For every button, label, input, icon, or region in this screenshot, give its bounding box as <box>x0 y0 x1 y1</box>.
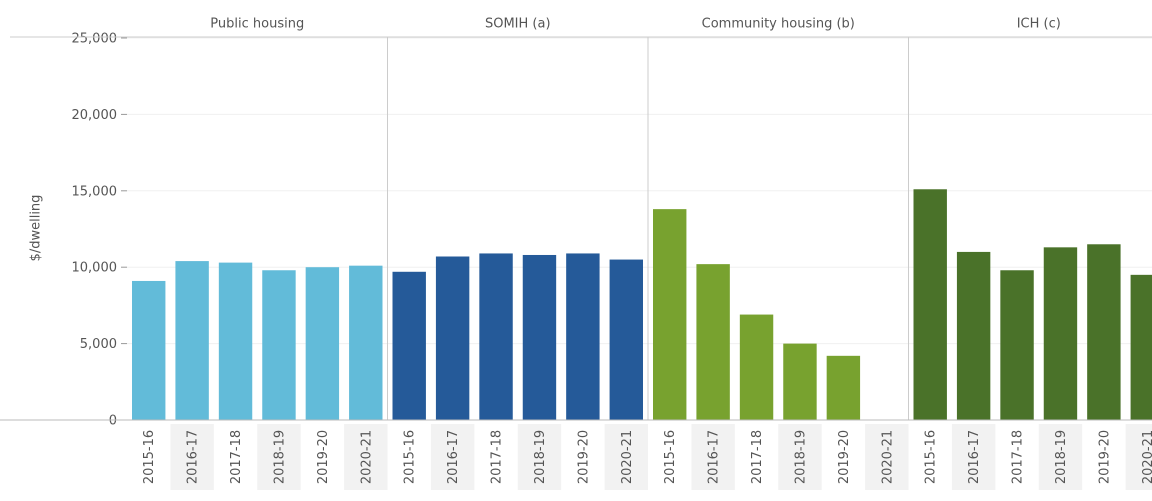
bar <box>1130 274 1152 420</box>
panel-header: SOMIH (a) <box>485 17 551 32</box>
bar <box>696 264 730 420</box>
bar <box>392 271 426 420</box>
bar <box>132 280 166 420</box>
x-tick-label: 2017-18 <box>1011 430 1026 484</box>
bar <box>522 254 557 420</box>
bar <box>609 259 643 420</box>
bar <box>435 256 470 420</box>
x-tick-label: 2017-18 <box>490 430 505 484</box>
y-tick-label: 10,000 <box>72 261 118 276</box>
x-tick-label: 2015-16 <box>663 430 678 484</box>
bar <box>479 253 513 420</box>
bar <box>1000 270 1034 420</box>
x-tick-label: 2015-16 <box>142 430 157 484</box>
bar <box>566 253 600 420</box>
x-tick-label: 2018-19 <box>1054 430 1069 484</box>
bar <box>262 270 296 420</box>
bar <box>218 262 253 420</box>
label-band <box>344 424 388 490</box>
x-tick-label: 2020-21 <box>359 430 374 484</box>
label-band <box>691 424 735 490</box>
label-band <box>430 424 475 490</box>
y-axis-label: $/dwelling <box>29 195 44 262</box>
x-tick-label: 2019-20 <box>316 430 331 484</box>
bar <box>956 251 991 420</box>
panel-header: Community housing (b) <box>702 17 855 32</box>
panel-header: Public housing <box>210 17 304 32</box>
x-tick-label: 2020-21 <box>1141 430 1152 484</box>
x-tick-label: 2018-19 <box>533 430 548 484</box>
y-tick-label: 25,000 <box>72 32 118 47</box>
bar <box>1043 247 1078 420</box>
bar <box>653 209 687 420</box>
x-tick-label: 2020-21 <box>880 430 895 484</box>
x-tick-label: 2017-18 <box>229 430 244 484</box>
bar <box>349 265 383 420</box>
bar <box>739 314 774 420</box>
x-tick-label: 2016-17 <box>967 430 982 484</box>
label-band <box>865 424 909 490</box>
x-tick-label: 2018-19 <box>272 430 287 484</box>
x-tick-label: 2015-16 <box>924 430 939 484</box>
label-band <box>517 424 562 490</box>
bar <box>305 267 340 420</box>
x-tick-label: 2019-20 <box>576 430 591 484</box>
x-tick-label: 2019-20 <box>1097 430 1112 484</box>
y-tick-label: 5,000 <box>80 337 117 352</box>
x-tick-label: 2016-17 <box>186 430 201 484</box>
y-tick-label: 20,000 <box>72 108 118 123</box>
y-tick-label: 15,000 <box>72 184 118 199</box>
label-band <box>951 424 996 490</box>
bar <box>783 343 817 420</box>
bar <box>1087 244 1121 420</box>
label-band <box>170 424 214 490</box>
label-band <box>1125 424 1152 490</box>
x-tick-label: 2017-18 <box>750 430 765 484</box>
x-tick-label: 2018-19 <box>793 430 808 484</box>
label-band <box>257 424 301 490</box>
x-tick-label: 2020-21 <box>620 430 635 484</box>
x-tick-label: 2015-16 <box>403 430 418 484</box>
x-tick-label: 2019-20 <box>837 430 852 484</box>
bar <box>175 261 209 420</box>
bar <box>826 355 861 420</box>
bar <box>913 189 947 420</box>
label-band <box>778 424 822 490</box>
panel-header: ICH (c) <box>1017 17 1061 32</box>
x-tick-label: 2016-17 <box>707 430 722 484</box>
x-tick-label: 2016-17 <box>446 430 461 484</box>
label-band <box>604 424 648 490</box>
y-tick-label: 0 <box>109 414 117 429</box>
label-band <box>1038 424 1083 490</box>
